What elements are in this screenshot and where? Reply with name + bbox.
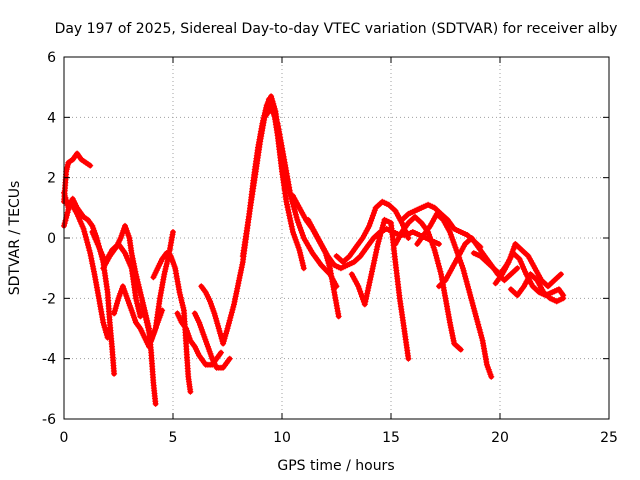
chart-title: Day 197 of 2025, Sidereal Day-to-day VTE… xyxy=(55,21,618,37)
series-s2 xyxy=(61,189,118,377)
x-tick-label: 0 xyxy=(60,430,69,446)
x-tick-label: 15 xyxy=(382,430,400,446)
y-tick-label: 2 xyxy=(47,171,56,187)
series-markers xyxy=(174,310,224,368)
x-tick-label: 25 xyxy=(600,430,618,446)
x-tick-label: 20 xyxy=(491,430,509,446)
series-markers xyxy=(198,93,285,347)
series-markers xyxy=(150,250,194,395)
series-markers xyxy=(492,241,564,290)
series-s17 xyxy=(348,216,412,362)
series-markers xyxy=(261,105,340,290)
series-s13 xyxy=(261,105,340,290)
y-tick-label: -6 xyxy=(42,412,56,428)
x-tick-label: 10 xyxy=(273,430,291,446)
y-tick-label: 4 xyxy=(47,110,56,126)
x-tick-label: 5 xyxy=(169,430,178,446)
series-markers xyxy=(348,216,412,362)
series-s11 xyxy=(198,93,285,347)
series-s24 xyxy=(507,271,567,305)
axis-ticks: 0 5 10 15 20 25 -6 -4 -2 0 2 4 6 xyxy=(42,50,618,446)
series-markers xyxy=(392,213,464,353)
x-axis-label: GPS time / hours xyxy=(277,458,394,474)
series-s16 xyxy=(333,198,412,266)
series-s8 xyxy=(150,250,194,395)
series-s20 xyxy=(414,210,495,380)
series-group xyxy=(61,93,567,407)
series-s7 xyxy=(139,229,176,344)
series-markers xyxy=(507,271,567,305)
y-tick-label: -2 xyxy=(42,291,56,307)
series-s19 xyxy=(392,213,464,353)
series-markers xyxy=(139,229,176,344)
y-tick-label: 6 xyxy=(47,50,56,66)
series-s12 xyxy=(239,96,307,272)
series-s23 xyxy=(492,241,564,290)
y-tick-label: -4 xyxy=(42,352,56,368)
grid-lines xyxy=(64,57,609,419)
series-markers xyxy=(191,310,233,371)
y-tick-label: 0 xyxy=(47,231,56,247)
series-markers xyxy=(414,210,495,380)
y-axis-label: SDTVAR / TECUs xyxy=(7,181,23,296)
series-markers xyxy=(333,198,412,266)
series-s10 xyxy=(191,310,233,371)
